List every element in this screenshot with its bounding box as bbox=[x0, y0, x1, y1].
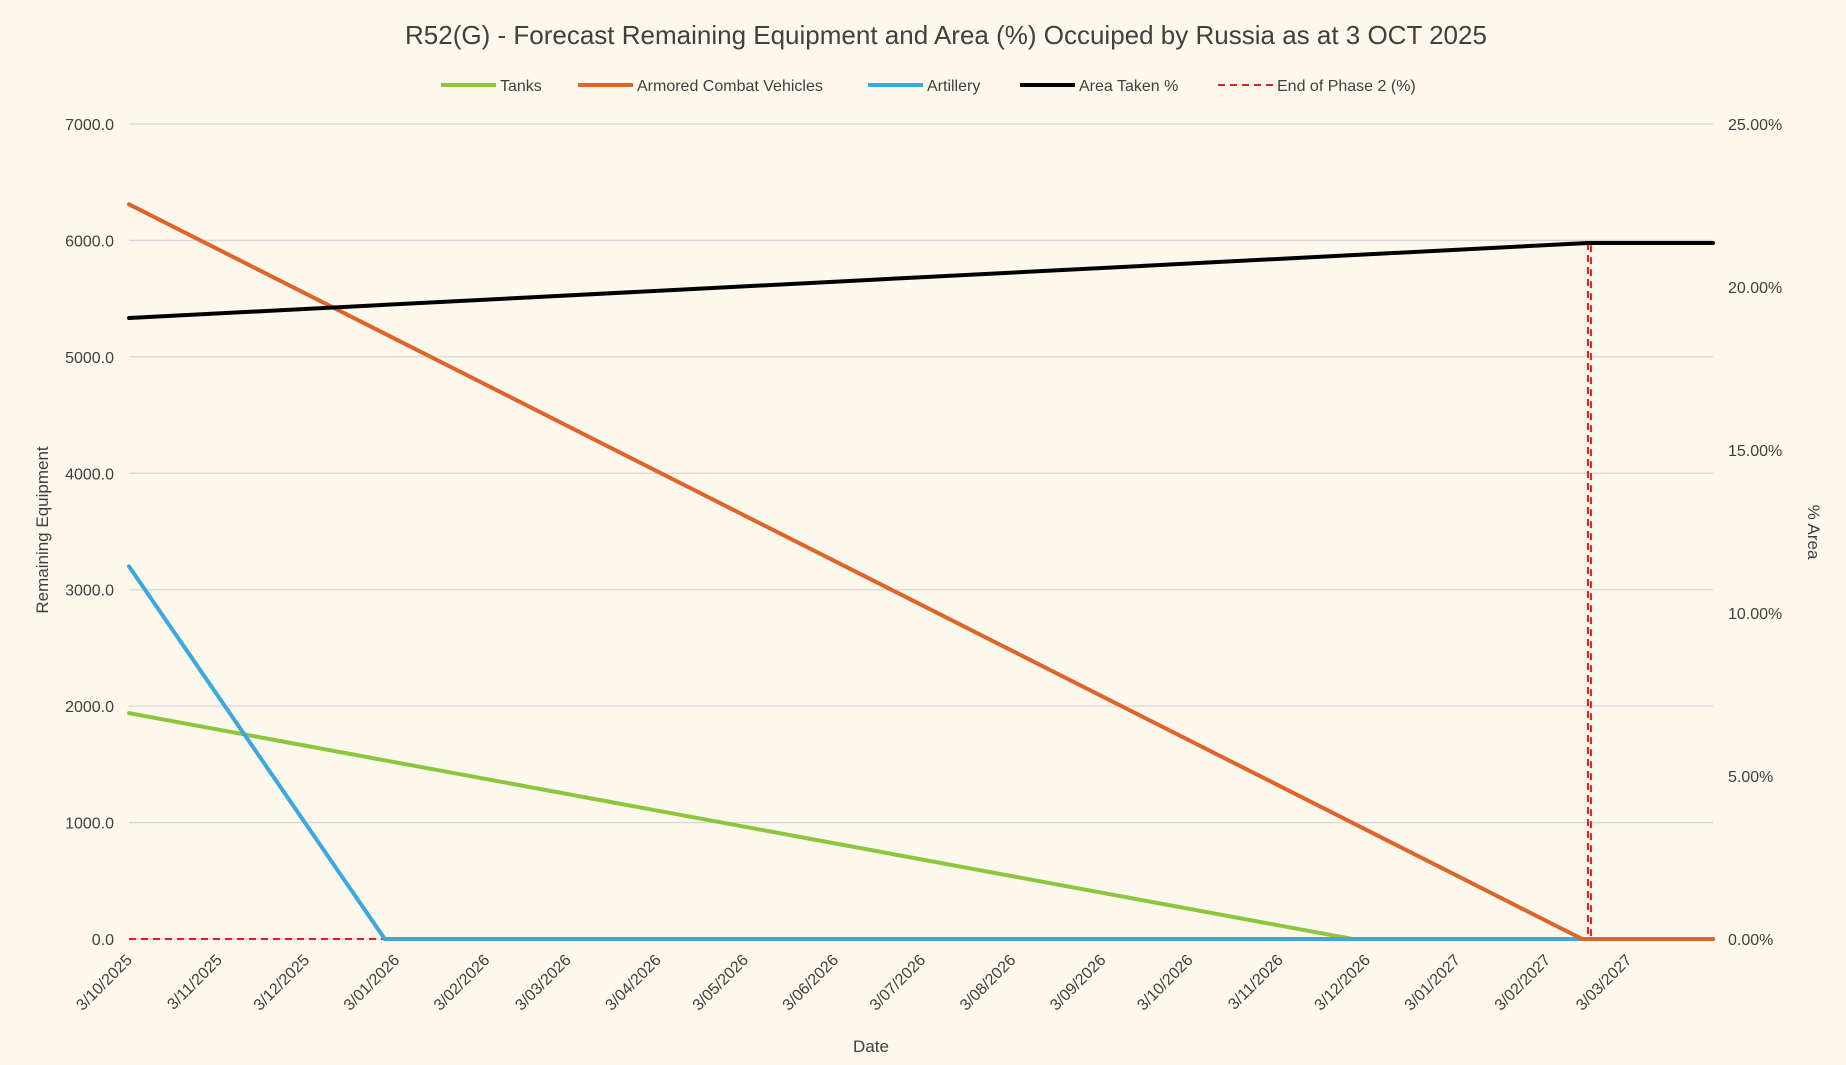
legend-label-end-of-phase-2: End of Phase 2 (%) bbox=[1277, 78, 1416, 95]
y-tick-label: 1000.0 bbox=[65, 816, 114, 833]
legend: Tanks Armored Combat Vehicles Artillery Are… bbox=[441, 78, 1416, 95]
chart-title: R52(G) - Forecast Remaining Equipment an… bbox=[405, 20, 1487, 50]
legend-label-armored-combat-vehicles: Armored Combat Vehicles bbox=[637, 78, 823, 95]
y-tick-label: 0.0 bbox=[92, 932, 114, 949]
y2-axis-title: % Area bbox=[1804, 505, 1823, 560]
series-lines bbox=[127, 202, 1715, 941]
y-tick-label: 7000.0 bbox=[65, 117, 114, 134]
gridlines bbox=[129, 123, 1713, 940]
series-line-artillery bbox=[127, 564, 1715, 941]
y-axis-title: Remaining Equipment bbox=[33, 446, 52, 614]
series-line-armored-combat-vehicles bbox=[127, 202, 1715, 941]
y-tick-label: 3000.0 bbox=[65, 583, 114, 600]
left-axis-ticks: 0.0 1000.0 2000.0 3000.0 4000.0 5000.0 6000.0 7… bbox=[65, 117, 114, 949]
y2-tick-label: 10.00% bbox=[1728, 606, 1782, 623]
y2-tick-label: 25.00% bbox=[1728, 117, 1782, 134]
series-line-area-taken bbox=[127, 241, 1715, 320]
y2-tick-label: 5.00% bbox=[1728, 769, 1773, 786]
right-axis-ticks: 0.00% 5.00% 10.00% 15.00% 20.00% 25.00% bbox=[1728, 117, 1782, 949]
legend-label-area-taken: Area Taken % bbox=[1079, 78, 1178, 95]
y2-tick-label: 15.00% bbox=[1728, 443, 1782, 460]
y2-tick-label: 20.00% bbox=[1728, 280, 1782, 297]
y-tick-label: 4000.0 bbox=[65, 466, 114, 483]
y2-tick-label: 0.00% bbox=[1728, 932, 1773, 949]
y-tick-label: 2000.0 bbox=[65, 699, 114, 716]
y-tick-label: 5000.0 bbox=[65, 350, 114, 367]
x-axis-title: Date bbox=[853, 1037, 889, 1056]
legend-label-tanks: Tanks bbox=[500, 78, 542, 95]
y-tick-label: 6000.0 bbox=[65, 233, 114, 250]
legend-label-artillery: Artillery bbox=[927, 78, 980, 95]
